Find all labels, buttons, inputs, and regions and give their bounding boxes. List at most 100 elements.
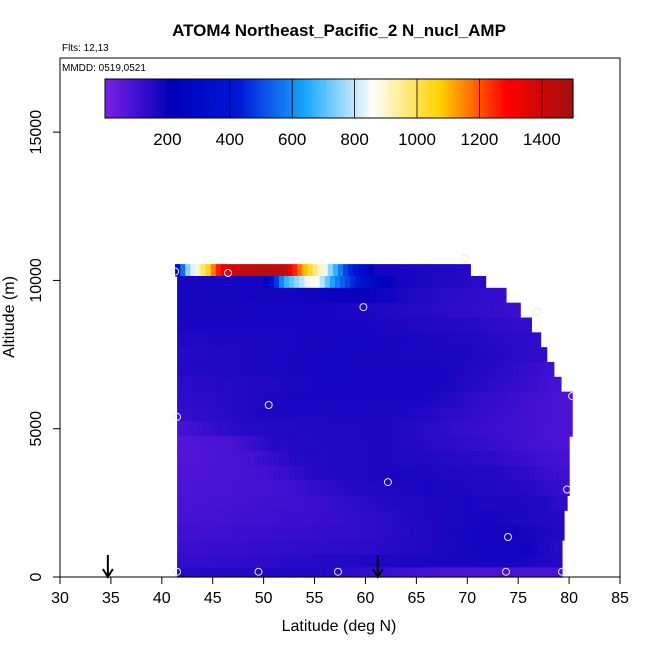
heatmap-cell bbox=[497, 302, 504, 319]
heatmap-cell bbox=[472, 361, 479, 378]
heatmap-cell bbox=[492, 510, 499, 526]
heatmap-cell bbox=[411, 421, 417, 437]
heatmap-cell bbox=[396, 361, 402, 378]
heatmap-cell bbox=[388, 264, 395, 277]
heatmap-cell bbox=[340, 495, 346, 511]
heatmap-cell bbox=[278, 347, 285, 363]
heatmap-cell bbox=[396, 347, 402, 363]
heatmap-cell bbox=[238, 347, 244, 363]
heatmap-cell bbox=[370, 317, 377, 333]
heatmap-cell bbox=[431, 450, 438, 467]
heatmap-cell bbox=[299, 480, 305, 497]
colorbar-segment bbox=[507, 79, 512, 118]
heatmap-cell bbox=[396, 287, 402, 304]
heatmap-cell bbox=[467, 465, 473, 482]
heatmap-cell bbox=[457, 495, 463, 511]
heatmap-cell bbox=[426, 495, 433, 511]
heatmap-cell bbox=[421, 554, 428, 568]
heatmap-cell bbox=[533, 480, 540, 497]
heatmap-cell bbox=[207, 347, 214, 363]
heatmap-cell bbox=[497, 465, 504, 482]
heatmap-cell bbox=[268, 275, 275, 289]
heatmap-cell bbox=[375, 495, 382, 511]
heatmap-cell bbox=[309, 275, 316, 289]
heatmap-cell bbox=[228, 525, 234, 541]
colorbar-segment bbox=[326, 79, 331, 118]
heatmap-cell bbox=[528, 421, 535, 437]
heatmap-cell bbox=[177, 317, 183, 333]
heatmap-cell bbox=[299, 510, 305, 526]
heatmap-cell bbox=[441, 347, 448, 363]
colorbar-segment bbox=[332, 79, 337, 118]
heatmap-cell bbox=[263, 287, 270, 304]
heatmap-cell bbox=[324, 421, 331, 437]
heatmap-cell bbox=[523, 567, 529, 578]
heatmap-cell bbox=[258, 480, 265, 497]
heatmap-cell bbox=[406, 317, 412, 333]
colorbar-segment bbox=[354, 79, 359, 118]
heatmap-cell bbox=[192, 275, 199, 289]
heatmap-cell bbox=[309, 361, 316, 378]
heatmap-cell bbox=[436, 406, 443, 422]
heatmap-cell bbox=[492, 554, 499, 568]
heatmap-cell bbox=[390, 465, 397, 482]
heatmap-cell bbox=[360, 361, 367, 378]
heatmap-cell bbox=[334, 406, 341, 422]
heatmap-cell bbox=[268, 361, 275, 378]
heatmap-cell bbox=[187, 287, 193, 304]
heatmap-cell bbox=[452, 347, 458, 363]
heatmap-cell bbox=[380, 406, 387, 422]
heatmap-cell bbox=[278, 275, 285, 289]
heatmap-cell bbox=[441, 406, 448, 422]
heatmap-cell bbox=[299, 554, 305, 568]
heatmap-cell bbox=[212, 465, 219, 482]
heatmap-cell bbox=[396, 465, 402, 482]
heatmap-cell bbox=[360, 450, 367, 467]
heatmap-cell bbox=[446, 421, 453, 437]
heatmap-cell bbox=[177, 539, 183, 556]
heatmap-cell bbox=[197, 450, 204, 467]
heatmap-cell bbox=[375, 436, 382, 452]
heatmap-cell bbox=[355, 510, 361, 526]
heatmap-cell bbox=[482, 302, 489, 319]
heatmap-cell bbox=[558, 554, 563, 568]
heatmap-cell bbox=[380, 317, 387, 333]
heatmap-cell bbox=[467, 406, 473, 422]
heatmap-cell bbox=[380, 465, 387, 482]
heatmap-cell bbox=[497, 554, 504, 568]
heatmap-cell bbox=[222, 406, 229, 422]
heatmap-cell bbox=[528, 347, 535, 363]
heatmap-cell bbox=[365, 510, 372, 526]
heatmap-cell bbox=[508, 332, 514, 348]
heatmap-cell bbox=[457, 554, 463, 568]
heatmap-cell bbox=[268, 567, 275, 578]
heatmap-cell bbox=[538, 539, 545, 556]
heatmap-cell bbox=[233, 275, 239, 289]
heatmap-cell bbox=[197, 317, 204, 333]
heatmap-cell bbox=[390, 480, 397, 497]
heatmap-cell bbox=[518, 465, 524, 482]
heatmap-cell bbox=[284, 436, 290, 452]
heatmap-cell bbox=[355, 539, 361, 556]
heatmap-cell bbox=[217, 525, 224, 541]
heatmap-cell bbox=[187, 436, 193, 452]
heatmap-cell bbox=[253, 287, 260, 304]
heatmap-cell bbox=[182, 287, 188, 304]
sample-point bbox=[359, 303, 368, 312]
heatmap-cell bbox=[345, 567, 351, 578]
heatmap-cell bbox=[350, 554, 356, 568]
heatmap-cell bbox=[289, 332, 295, 348]
heatmap-cell bbox=[314, 465, 321, 482]
colorbar-segment bbox=[148, 79, 153, 118]
heatmap-cell bbox=[345, 361, 351, 378]
heatmap-cell bbox=[243, 287, 249, 304]
heatmap-cell bbox=[431, 554, 438, 568]
heatmap-cell bbox=[294, 332, 300, 348]
heatmap-cell bbox=[492, 495, 499, 511]
heatmap-cell bbox=[457, 450, 463, 467]
colorbar-segment bbox=[491, 79, 496, 118]
heatmap-cell bbox=[273, 391, 280, 408]
heatmap-cell bbox=[253, 275, 260, 289]
heatmap-cell bbox=[212, 539, 219, 556]
colorbar-segment bbox=[463, 79, 468, 118]
